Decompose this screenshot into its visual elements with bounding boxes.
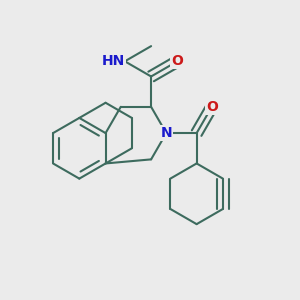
Text: HN: HN: [102, 54, 125, 68]
Text: O: O: [171, 54, 183, 68]
Text: O: O: [206, 100, 218, 114]
Text: N: N: [160, 126, 172, 140]
